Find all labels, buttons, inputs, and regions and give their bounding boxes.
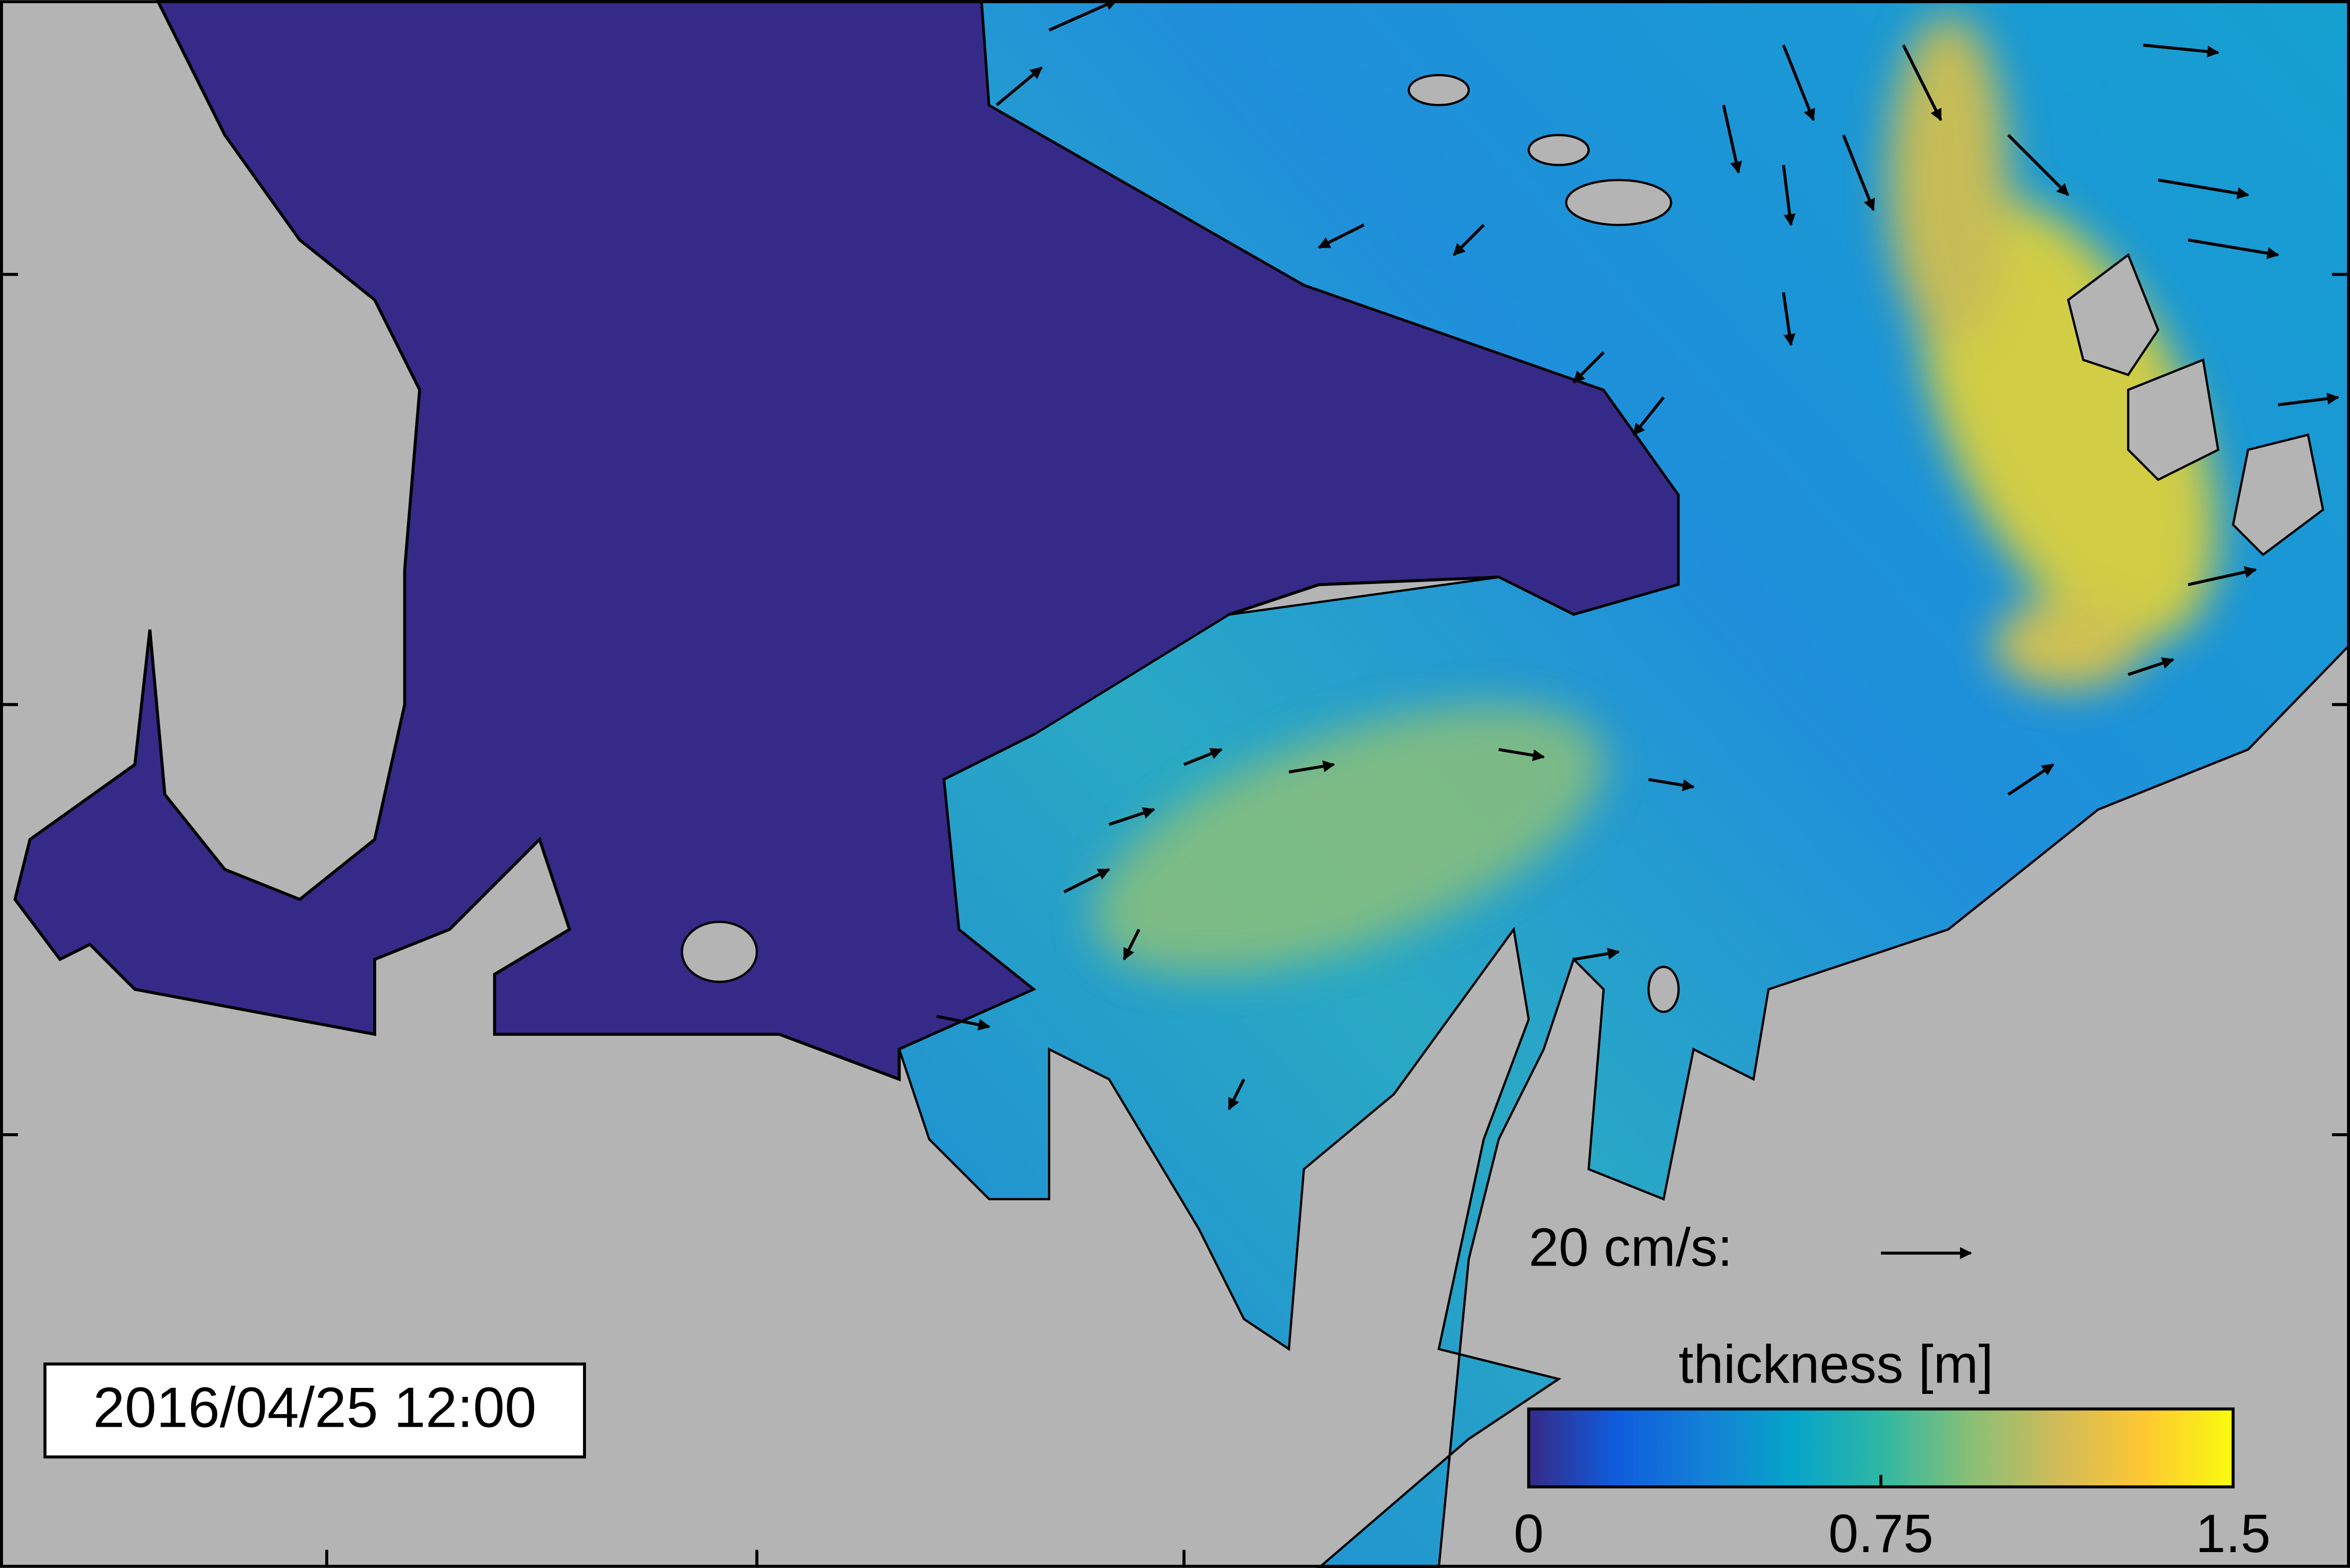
- colorbar-tick-label: 0.75: [1828, 1503, 1933, 1564]
- colorbar-label: thickness [m]: [1678, 1334, 1993, 1394]
- colorbar-tick-label: 0: [1514, 1503, 1544, 1564]
- drift-vectors: [936, 0, 2340, 1110]
- colorbar: 0 0.75 1.5: [1514, 1407, 2271, 1564]
- islands: [681, 74, 2325, 1013]
- vector-scale-label: 20 cm/s:: [1529, 1217, 1733, 1277]
- timestamp: 2016/04/25 12:00: [93, 1376, 536, 1440]
- colorbar-bar: [1527, 1407, 2235, 1488]
- thick-ice-patches: [1092, 15, 2217, 975]
- colorbar-tick-label: 1.5: [2196, 1503, 2271, 1564]
- timestamp-box: [43, 1362, 586, 1459]
